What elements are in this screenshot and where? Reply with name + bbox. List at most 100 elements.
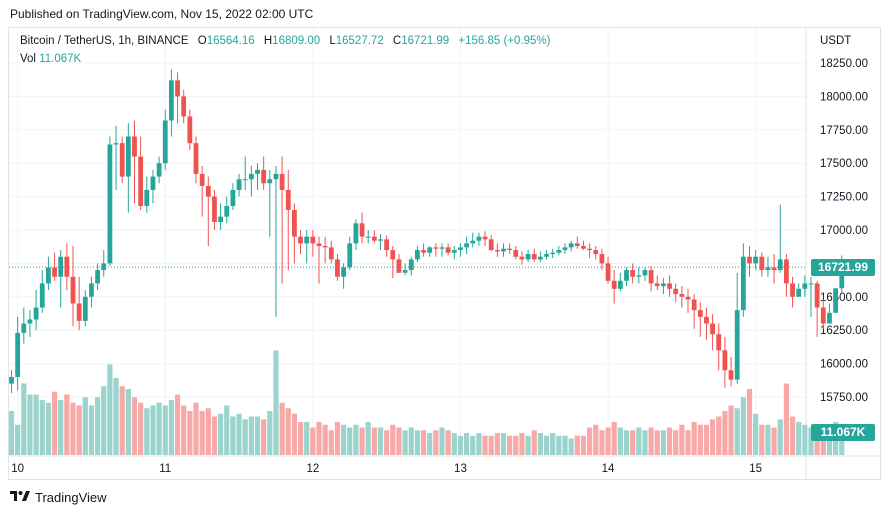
volume-bar	[507, 435, 513, 455]
candle-body	[150, 176, 156, 190]
candle-body	[464, 243, 469, 248]
volume-bar	[550, 433, 556, 455]
candle-body	[52, 267, 57, 277]
volume-bar	[660, 430, 666, 455]
candle	[562, 243, 568, 255]
candle	[605, 256, 611, 284]
volume-bar	[685, 430, 691, 455]
footer-brand[interactable]: TradingView	[10, 490, 107, 505]
candle-body	[328, 247, 334, 260]
x-tick-label: 13	[454, 463, 467, 475]
candle	[814, 280, 820, 337]
high-label: H	[263, 35, 273, 47]
volume-bar	[414, 430, 420, 455]
candle-body	[224, 205, 230, 217]
candle-body	[439, 247, 445, 249]
candle	[21, 307, 27, 344]
candle	[64, 243, 70, 291]
candle	[335, 254, 340, 281]
x-tick-label: 12	[306, 463, 319, 475]
volume-bar	[45, 402, 51, 455]
volume-bar	[15, 424, 21, 455]
candle-body	[691, 299, 697, 311]
candle	[15, 316, 21, 391]
volume-bar	[783, 383, 789, 455]
volume-bar	[64, 394, 70, 455]
candle	[617, 272, 623, 292]
volume-bar	[427, 433, 433, 455]
volume-bar	[826, 430, 833, 455]
candle	[267, 169, 273, 237]
candle-body	[451, 250, 457, 253]
candle	[101, 250, 107, 277]
candle	[753, 250, 759, 271]
candle	[156, 156, 162, 184]
candle	[285, 169, 291, 271]
candle	[427, 246, 433, 257]
volume-bar	[494, 433, 500, 455]
candle	[52, 252, 57, 281]
candle-body	[808, 283, 814, 285]
candle	[704, 307, 709, 340]
candle-body	[734, 310, 740, 380]
candle-body	[747, 256, 752, 264]
volume-bar	[470, 435, 476, 455]
candle-body	[642, 270, 648, 276]
candle-body	[353, 223, 359, 244]
symbol-title[interactable]: Bitcoin / TetherUS, 1h, BINANCE	[20, 35, 189, 47]
candle	[58, 250, 64, 308]
volume-bar	[236, 413, 242, 455]
candle	[199, 165, 205, 217]
candle-body	[740, 256, 746, 311]
close-label: C	[392, 35, 402, 47]
volume-bar	[525, 435, 531, 455]
volume-bar	[131, 397, 138, 455]
candle-body	[667, 283, 672, 289]
candle-body	[58, 256, 64, 277]
candle	[378, 234, 383, 251]
y-tick-label: 17000.00	[820, 225, 868, 237]
candle-body	[421, 250, 426, 253]
candle-body	[654, 283, 660, 287]
candle	[796, 283, 802, 297]
candle-body	[556, 250, 562, 253]
volume-bar	[76, 405, 82, 455]
candle	[328, 240, 334, 264]
candle-body	[679, 294, 685, 297]
volume-bar	[328, 430, 334, 455]
volume-bar	[211, 416, 218, 455]
volume-bar	[316, 422, 322, 455]
candle-body	[728, 370, 734, 380]
volume-bar	[199, 411, 205, 455]
volume-bar	[765, 424, 771, 455]
candle-body	[624, 270, 629, 281]
low-value: 16527.72	[335, 35, 384, 47]
volume-bar	[734, 408, 740, 455]
volume-bar	[101, 386, 107, 455]
volume-bar	[513, 435, 519, 455]
candle-body	[599, 254, 605, 264]
candle-body	[199, 173, 205, 186]
candle	[95, 263, 100, 291]
candle-body	[138, 156, 144, 206]
volume-bar	[433, 430, 439, 455]
volume-bar	[796, 422, 802, 455]
low-label: L	[329, 35, 336, 47]
candle-body	[205, 185, 211, 197]
candle	[224, 196, 230, 224]
candle-body	[777, 259, 783, 271]
volume-bar	[679, 424, 685, 455]
candle-body	[415, 250, 420, 260]
volume-bar	[310, 427, 316, 455]
candle	[833, 288, 838, 313]
volume-bar	[353, 424, 359, 455]
candle	[341, 263, 346, 289]
volume-bar	[623, 430, 630, 455]
current-volume-label: 11.067K	[811, 424, 875, 441]
volume-bar	[839, 430, 845, 455]
volume-bar	[150, 405, 156, 455]
candle-body	[611, 280, 617, 289]
candle-body	[359, 223, 365, 237]
volume-bar	[464, 433, 470, 455]
